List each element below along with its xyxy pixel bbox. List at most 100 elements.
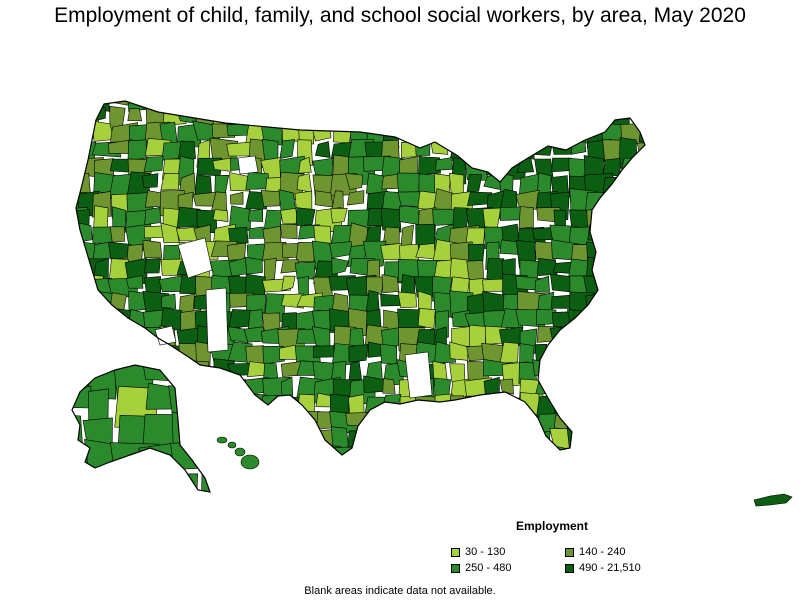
area-region [584,106,611,134]
legend-title: Employment [516,519,589,533]
area-region [654,396,677,418]
area-region [415,120,447,146]
area-region [141,173,159,189]
area-region [535,445,551,455]
area-region [144,207,162,226]
area-region [499,341,519,364]
area-region [618,191,640,220]
area-region [76,342,95,363]
area-region [296,173,313,193]
area-region [417,101,435,114]
area-region [602,259,618,279]
legend-swatch-icon [451,547,460,557]
area-region [195,377,211,407]
area-region [653,277,681,297]
no-data-area [205,287,229,353]
area-region [177,101,199,106]
area-region [245,191,268,210]
area-region [516,124,534,136]
area-region [569,342,584,360]
area-region [295,242,316,263]
hawaii-island [227,441,237,449]
area-region [618,174,640,195]
area-region [332,104,358,131]
area-region [399,205,420,226]
area-region [280,223,298,240]
area-region [636,428,645,449]
area-region [414,445,434,455]
area-region [657,428,670,448]
area-region [295,207,316,227]
area-region [381,274,400,294]
area-region [619,378,638,392]
area-region [314,190,334,208]
area-region [345,101,368,115]
area-region [536,257,558,277]
area-region [652,106,671,127]
area-region [278,189,296,211]
area-region [653,88,666,108]
area-region [639,101,645,119]
legend-label: 140 - 240 [579,546,626,558]
area-region [636,392,645,417]
area-region [278,446,306,455]
area-region [170,441,210,470]
area-region [619,101,643,117]
area-region [381,412,410,431]
no-data-note: Blank areas indicate data not available. [304,585,496,597]
area-region [76,142,84,165]
area-region [280,207,299,224]
area-region [586,410,612,442]
area-region [260,190,281,207]
area-region [127,139,147,161]
area-region [485,157,497,177]
area-region [481,104,506,132]
area-region [200,466,210,492]
area-region [499,123,521,149]
area-region [653,228,668,243]
area-region [86,470,125,492]
area-region [638,326,645,346]
area-region [76,359,84,377]
area-region [281,243,299,259]
area-region [281,275,296,292]
area-region [315,141,331,158]
area-region [636,106,645,120]
area-region [467,101,487,111]
hawaii-island [240,454,260,470]
area-region [502,412,529,437]
hawaii-island [216,436,228,444]
area-region [519,107,533,134]
area-region [655,211,681,223]
area-region [435,157,453,171]
area-region [109,226,125,243]
area-region [652,359,677,380]
alaska-areas [72,365,210,492]
no-data-area [177,237,213,279]
area-region [76,291,102,312]
area-region [227,395,246,418]
area-region [619,105,645,120]
area-region [568,445,586,455]
legend-label: 30 - 130 [465,546,506,558]
area-region [245,430,262,447]
legend-label: 250 - 480 [465,562,512,574]
area-region [604,448,633,455]
alaska-outline [71,364,211,493]
area-region [125,275,144,289]
area-region [619,260,641,283]
area-region [452,207,469,231]
area-region [617,311,642,331]
area-region [499,378,514,395]
area-region [465,227,486,246]
area-region [262,225,282,244]
no-data-area [237,155,259,175]
area-region [621,393,634,424]
area-region [76,106,81,134]
area-region [484,428,504,453]
area-region [279,411,298,432]
area-region [279,139,295,159]
area-region [570,377,583,406]
area-region [313,101,334,118]
area-region [450,124,479,145]
